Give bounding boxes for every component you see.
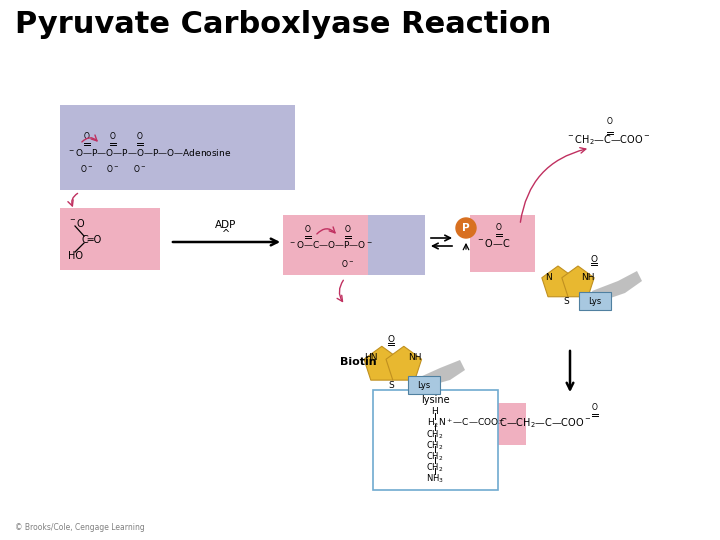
Text: H: H (431, 408, 438, 416)
Text: NH: NH (408, 354, 422, 362)
Text: lysine: lysine (420, 395, 449, 405)
FancyBboxPatch shape (283, 215, 368, 275)
Text: O$^-$: O$^-$ (107, 163, 120, 174)
Text: Lys: Lys (418, 381, 431, 389)
Polygon shape (386, 346, 422, 380)
Polygon shape (592, 271, 642, 303)
Text: O: O (387, 334, 395, 343)
Circle shape (456, 218, 476, 238)
Text: ADP: ADP (215, 220, 237, 230)
Text: © Brooks/Cole, Cengage Learning: © Brooks/Cole, Cengage Learning (15, 523, 145, 532)
Text: N: N (546, 273, 552, 281)
Text: $^-$O—P—O—P—O—P—O—Adenosine: $^-$O—P—O—P—O—P—O—Adenosine (67, 146, 231, 158)
FancyBboxPatch shape (60, 208, 160, 270)
Text: O: O (590, 254, 598, 264)
Polygon shape (364, 346, 400, 380)
Text: $^-$O: $^-$O (68, 217, 86, 229)
Text: NH: NH (581, 273, 595, 281)
Polygon shape (562, 266, 594, 297)
Text: ^: ^ (222, 229, 230, 239)
Text: O: O (496, 223, 502, 232)
Text: O: O (84, 132, 90, 141)
FancyBboxPatch shape (60, 105, 295, 190)
Text: H$_2$N$^+$—C—COO$^-$: H$_2$N$^+$—C—COO$^-$ (427, 416, 505, 430)
FancyBboxPatch shape (470, 215, 535, 272)
FancyBboxPatch shape (408, 376, 440, 394)
Text: NH$_3$: NH$_3$ (426, 472, 444, 485)
Text: C═O: C═O (82, 235, 102, 245)
Text: O: O (592, 403, 598, 412)
Text: Pyruvate Carboxlyase Reaction: Pyruvate Carboxlyase Reaction (15, 10, 552, 39)
Text: CH$_2$: CH$_2$ (426, 440, 444, 453)
Text: P: P (462, 223, 470, 233)
FancyBboxPatch shape (373, 390, 498, 490)
Text: $^-$O—C—O—P—O$^-$: $^-$O—C—O—P—O$^-$ (288, 240, 373, 251)
Text: O: O (110, 132, 116, 141)
Text: O: O (137, 132, 143, 141)
Text: S: S (388, 381, 394, 389)
Text: Lys: Lys (588, 296, 602, 306)
Text: $^-$CH$_2$—C—COO$^-$: $^-$CH$_2$—C—COO$^-$ (566, 133, 651, 147)
Text: CH$_2$: CH$_2$ (426, 451, 444, 463)
Text: O: O (491, 403, 497, 412)
Text: S: S (563, 296, 569, 306)
Text: CH$_2$: CH$_2$ (426, 429, 444, 441)
Text: $^-$O—C: $^-$O—C (476, 237, 510, 249)
Text: O$^-$: O$^-$ (81, 163, 94, 174)
Text: O$^-$: O$^-$ (341, 258, 354, 269)
Text: O: O (305, 225, 311, 234)
Text: O$^-$: O$^-$ (133, 163, 147, 174)
Text: HN: HN (364, 354, 378, 362)
Polygon shape (542, 266, 574, 297)
Text: Biotin: Biotin (340, 357, 377, 367)
Text: HO: HO (68, 251, 83, 261)
Text: $^-$O—C—CH$_2$—C—COO$^-$: $^-$O—C—CH$_2$—C—COO$^-$ (473, 416, 592, 430)
FancyBboxPatch shape (579, 292, 611, 310)
Text: O: O (345, 225, 351, 234)
Polygon shape (420, 360, 465, 387)
Text: O: O (607, 117, 613, 126)
Text: CH$_2$: CH$_2$ (426, 462, 444, 474)
FancyBboxPatch shape (468, 403, 526, 445)
FancyBboxPatch shape (330, 215, 425, 275)
